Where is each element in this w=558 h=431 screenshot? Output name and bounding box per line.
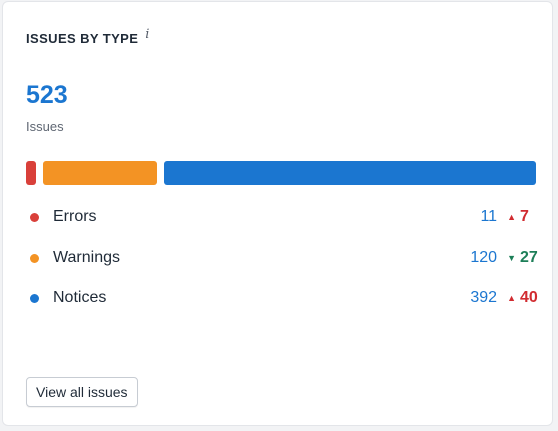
delta-up-icon: ▲ xyxy=(507,293,516,303)
card-title: ISSUES BY TYPE xyxy=(26,31,139,46)
card-header: ISSUES BY TYPE i xyxy=(26,27,150,48)
errors-dot xyxy=(30,213,39,222)
legend-values-errors: 11 ▲ 7 xyxy=(480,205,538,229)
notices-dot xyxy=(30,294,39,303)
bar-segment-errors[interactable] xyxy=(26,161,37,185)
total-issues-count[interactable]: 523 xyxy=(26,81,68,109)
errors-count[interactable]: 11 xyxy=(480,208,498,225)
issues-distribution-bar xyxy=(26,161,536,185)
delta-down-icon: ▼ xyxy=(507,252,516,263)
issue-type-legend: Errors 11 ▲ 7 Warnings 120 ▼ 27 Notices … xyxy=(30,205,538,327)
warnings-delta: 27 xyxy=(520,248,538,266)
legend-values-notices: 392 ▲ 40 xyxy=(470,286,538,310)
notices-count[interactable]: 392 xyxy=(470,289,498,306)
notices-delta: 40 xyxy=(520,289,538,306)
legend-row-warnings[interactable]: Warnings 120 ▼ 27 xyxy=(30,246,538,287)
view-all-issues-button[interactable]: View all issues xyxy=(26,377,138,407)
bar-segment-notices[interactable] xyxy=(164,161,536,185)
legend-label-errors: Errors xyxy=(53,208,97,225)
warnings-dot xyxy=(30,253,39,263)
issues-by-type-card: ISSUES BY TYPE i 523 Issues Errors 11 ▲ … xyxy=(2,1,553,426)
legend-label-warnings: Warnings xyxy=(53,248,120,266)
bar-segment-warnings[interactable] xyxy=(43,161,158,185)
delta-up-icon: ▲ xyxy=(507,212,516,222)
legend-values-warnings: 120 ▼ 27 xyxy=(470,246,538,270)
errors-delta: 7 xyxy=(520,208,529,225)
legend-row-notices[interactable]: Notices 392 ▲ 40 xyxy=(30,286,538,327)
warnings-count[interactable]: 120 xyxy=(470,248,498,266)
legend-row-errors[interactable]: Errors 11 ▲ 7 xyxy=(30,205,538,246)
info-icon[interactable]: i xyxy=(145,27,150,42)
legend-label-notices: Notices xyxy=(53,289,107,306)
total-issues-label: Issues xyxy=(26,119,64,134)
